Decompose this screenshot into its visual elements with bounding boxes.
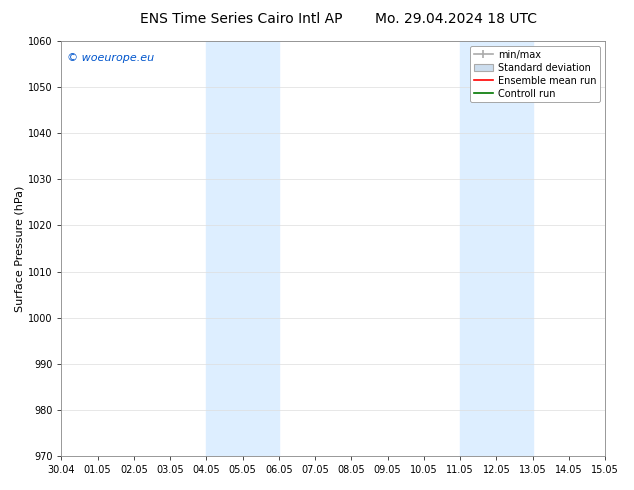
Bar [207, 41, 279, 456]
Legend: min/max, Standard deviation, Ensemble mean run, Controll run: min/max, Standard deviation, Ensemble me… [470, 46, 600, 102]
Y-axis label: Surface Pressure (hPa): Surface Pressure (hPa) [15, 185, 25, 312]
Bar [460, 41, 533, 456]
Text: ENS Time Series Cairo Intl AP: ENS Time Series Cairo Intl AP [139, 12, 342, 26]
Text: Mo. 29.04.2024 18 UTC: Mo. 29.04.2024 18 UTC [375, 12, 538, 26]
Text: © woeurope.eu: © woeurope.eu [67, 53, 154, 64]
